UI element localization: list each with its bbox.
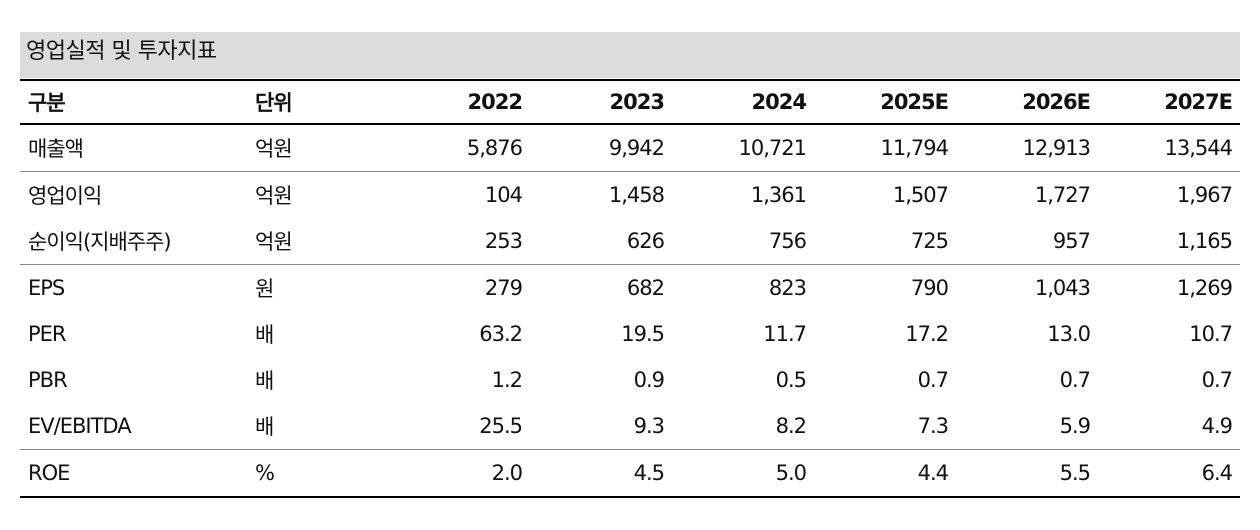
- row-label: EV/EBITDA: [20, 403, 255, 450]
- row-label: 매출액: [20, 124, 255, 172]
- cell-value: 1,967: [1176, 183, 1233, 207]
- cell-value: 253: [390, 218, 530, 265]
- cell-value: 5.5: [956, 449, 1098, 498]
- cell-value: 1.2: [491, 368, 523, 392]
- cell-value: 957: [956, 218, 1098, 265]
- cell-value: 12,913: [956, 124, 1098, 172]
- cell-value: 1,507: [892, 183, 949, 207]
- row-unit: 억원: [255, 184, 293, 208]
- cell-value: 7.3: [814, 403, 956, 450]
- cell-value: 756: [672, 218, 814, 265]
- table-row: PBR 배 1.2 0.9 0.5 0.7 0.7 0.7: [20, 357, 1240, 403]
- table-row: 영업이익 억원 104 1,458 1,361 1,507 1,727 1,96…: [20, 172, 1240, 219]
- table-row: EV/EBITDA 배 25.5 9.3 8.2 7.3 5.9 4.9: [20, 403, 1240, 450]
- cell-value: 1,361: [750, 183, 807, 207]
- header-year: 2023: [609, 90, 665, 114]
- cell-value: 19.5: [621, 322, 665, 346]
- row-unit: %: [255, 449, 390, 498]
- table-row: ROE % 2.0 4.5 5.0 4.4 5.5 6.4: [20, 449, 1240, 498]
- row-label: PER: [28, 322, 67, 346]
- header-unit: 단위: [255, 91, 293, 115]
- table-row: 매출액 억원 5,876 9,942 10,721 11,794 12,913 …: [20, 124, 1240, 172]
- cell-value: 11.7: [763, 322, 807, 346]
- cell-value: 10,721: [672, 124, 814, 172]
- cell-value: 823: [768, 276, 807, 300]
- cell-value: 790: [910, 276, 949, 300]
- header-year: 2025E: [880, 90, 949, 114]
- row-label: PBR: [28, 368, 68, 392]
- cell-value: 5,876: [390, 124, 530, 172]
- cell-value: 0.7: [917, 368, 949, 392]
- header-year: 2024: [751, 90, 807, 114]
- row-label: ROE: [20, 449, 255, 498]
- cell-value: 2.0: [390, 449, 530, 498]
- cell-value: 0.7: [1201, 368, 1233, 392]
- row-unit: 원: [255, 277, 274, 301]
- cell-value: 9.3: [530, 403, 672, 450]
- row-label: 영업이익: [28, 184, 102, 208]
- row-unit: 억원: [255, 218, 390, 265]
- table-row: PER 배 63.2 19.5 11.7 17.2 13.0 10.7: [20, 311, 1240, 357]
- cell-value: 4.5: [530, 449, 672, 498]
- cell-value: 4.4: [814, 449, 956, 498]
- row-unit: 억원: [255, 124, 390, 172]
- cell-value: 0.7: [1059, 368, 1091, 392]
- cell-value: 725: [814, 218, 956, 265]
- cell-value: 1,043: [1034, 276, 1091, 300]
- row-unit: 배: [255, 369, 274, 393]
- financial-table: 구분 단위 2022 2023 2024 2025E 2026E 2027E 매…: [20, 79, 1240, 498]
- cell-value: 13.0: [1047, 322, 1091, 346]
- cell-value: 5.9: [956, 403, 1098, 450]
- cell-value: 6.4: [1098, 449, 1240, 498]
- cell-value: 9,942: [530, 124, 672, 172]
- header-year: 2022: [467, 90, 523, 114]
- cell-value: 1,458: [608, 183, 665, 207]
- cell-value: 0.9: [633, 368, 665, 392]
- cell-value: 25.5: [390, 403, 530, 450]
- header-year: 2026E: [1022, 90, 1091, 114]
- cell-value: 5.0: [672, 449, 814, 498]
- cell-value: 11,794: [814, 124, 956, 172]
- cell-value: 17.2: [905, 322, 949, 346]
- row-unit: 배: [255, 323, 274, 347]
- header-row: 구분 단위 2022 2023 2024 2025E 2026E 2027E: [20, 80, 1240, 124]
- cell-value: 8.2: [672, 403, 814, 450]
- cell-value: 104: [484, 183, 523, 207]
- row-label: 순이익(지배주주): [20, 218, 255, 265]
- header-year: 2027E: [1164, 90, 1233, 114]
- cell-value: 10.7: [1189, 322, 1233, 346]
- cell-value: 63.2: [479, 322, 523, 346]
- row-label: EPS: [28, 276, 65, 300]
- cell-value: 682: [626, 276, 665, 300]
- cell-value: 13,544: [1098, 124, 1240, 172]
- cell-value: 1,727: [1034, 183, 1091, 207]
- row-unit: 배: [255, 403, 390, 450]
- cell-value: 0.5: [775, 368, 807, 392]
- cell-value: 1,269: [1176, 276, 1233, 300]
- cell-value: 626: [530, 218, 672, 265]
- cell-value: 279: [484, 276, 523, 300]
- cell-value: 1,165: [1098, 218, 1240, 265]
- table-title: 영업실적 및 투자지표: [20, 32, 1240, 78]
- header-label: 구분: [28, 91, 66, 115]
- table-row: EPS 원 279 682 823 790 1,043 1,269: [20, 265, 1240, 312]
- cell-value: 4.9: [1098, 403, 1240, 450]
- table-row: 순이익(지배주주) 억원 253 626 756 725 957 1,165: [20, 218, 1240, 265]
